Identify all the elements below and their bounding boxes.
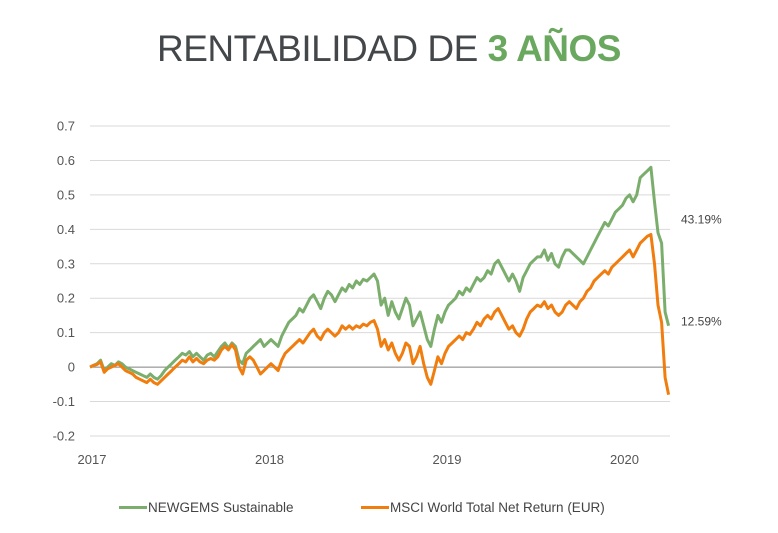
chart-title-accent: 3 AÑOS <box>487 28 622 69</box>
legend-item-newgems[interactable]: NEWGEMS Sustainable <box>119 500 294 515</box>
series-lines <box>89 165 671 395</box>
chart-title-main: RENTABILIDAD DE <box>157 28 488 69</box>
y-tick-label: -0.2 <box>53 429 75 444</box>
x-tick-label: 2020 <box>610 452 639 467</box>
y-tick-label: 0.5 <box>57 187 75 202</box>
legend-item-msci[interactable]: MSCI World Total Net Return (EUR) <box>361 500 605 515</box>
legend: NEWGEMS Sustainable MSCI World Total Net… <box>0 500 778 520</box>
end-label-msci: 12.59% <box>681 315 722 329</box>
y-tick-label: 0.1 <box>57 325 75 340</box>
y-tick-label: 0.3 <box>57 256 75 271</box>
series-line-newgems <box>89 165 671 381</box>
x-tick-label: 2018 <box>255 452 284 467</box>
legend-label-msci: MSCI World Total Net Return (EUR) <box>390 500 605 515</box>
x-axis-ticks: 2017 2018 2019 2020 <box>78 452 639 467</box>
chart-title: RENTABILIDAD DE 3 AÑOS <box>0 28 778 70</box>
y-tick-label: 0.4 <box>57 222 75 237</box>
y-axis-ticks: 0.7 0.6 0.5 0.4 0.3 0.2 0.1 0 -0.1 -0.2 <box>53 119 75 444</box>
y-tick-label: 0.2 <box>57 291 75 306</box>
x-tick-label: 2019 <box>433 452 462 467</box>
x-tick-label: 2017 <box>78 452 107 467</box>
end-labels: 43.19% 12.59% <box>681 212 722 328</box>
y-tick-label: 0.6 <box>57 153 75 168</box>
end-label-newgems: 43.19% <box>681 212 722 226</box>
y-tick-label: -0.1 <box>53 394 75 409</box>
legend-swatch-msci <box>361 506 389 509</box>
y-tick-label: 0.7 <box>57 119 75 134</box>
legend-swatch-newgems <box>119 506 147 509</box>
series-line-msci <box>89 233 671 395</box>
y-tick-label: 0 <box>68 360 75 375</box>
legend-label-newgems: NEWGEMS Sustainable <box>148 500 294 515</box>
gridlines <box>90 125 670 437</box>
